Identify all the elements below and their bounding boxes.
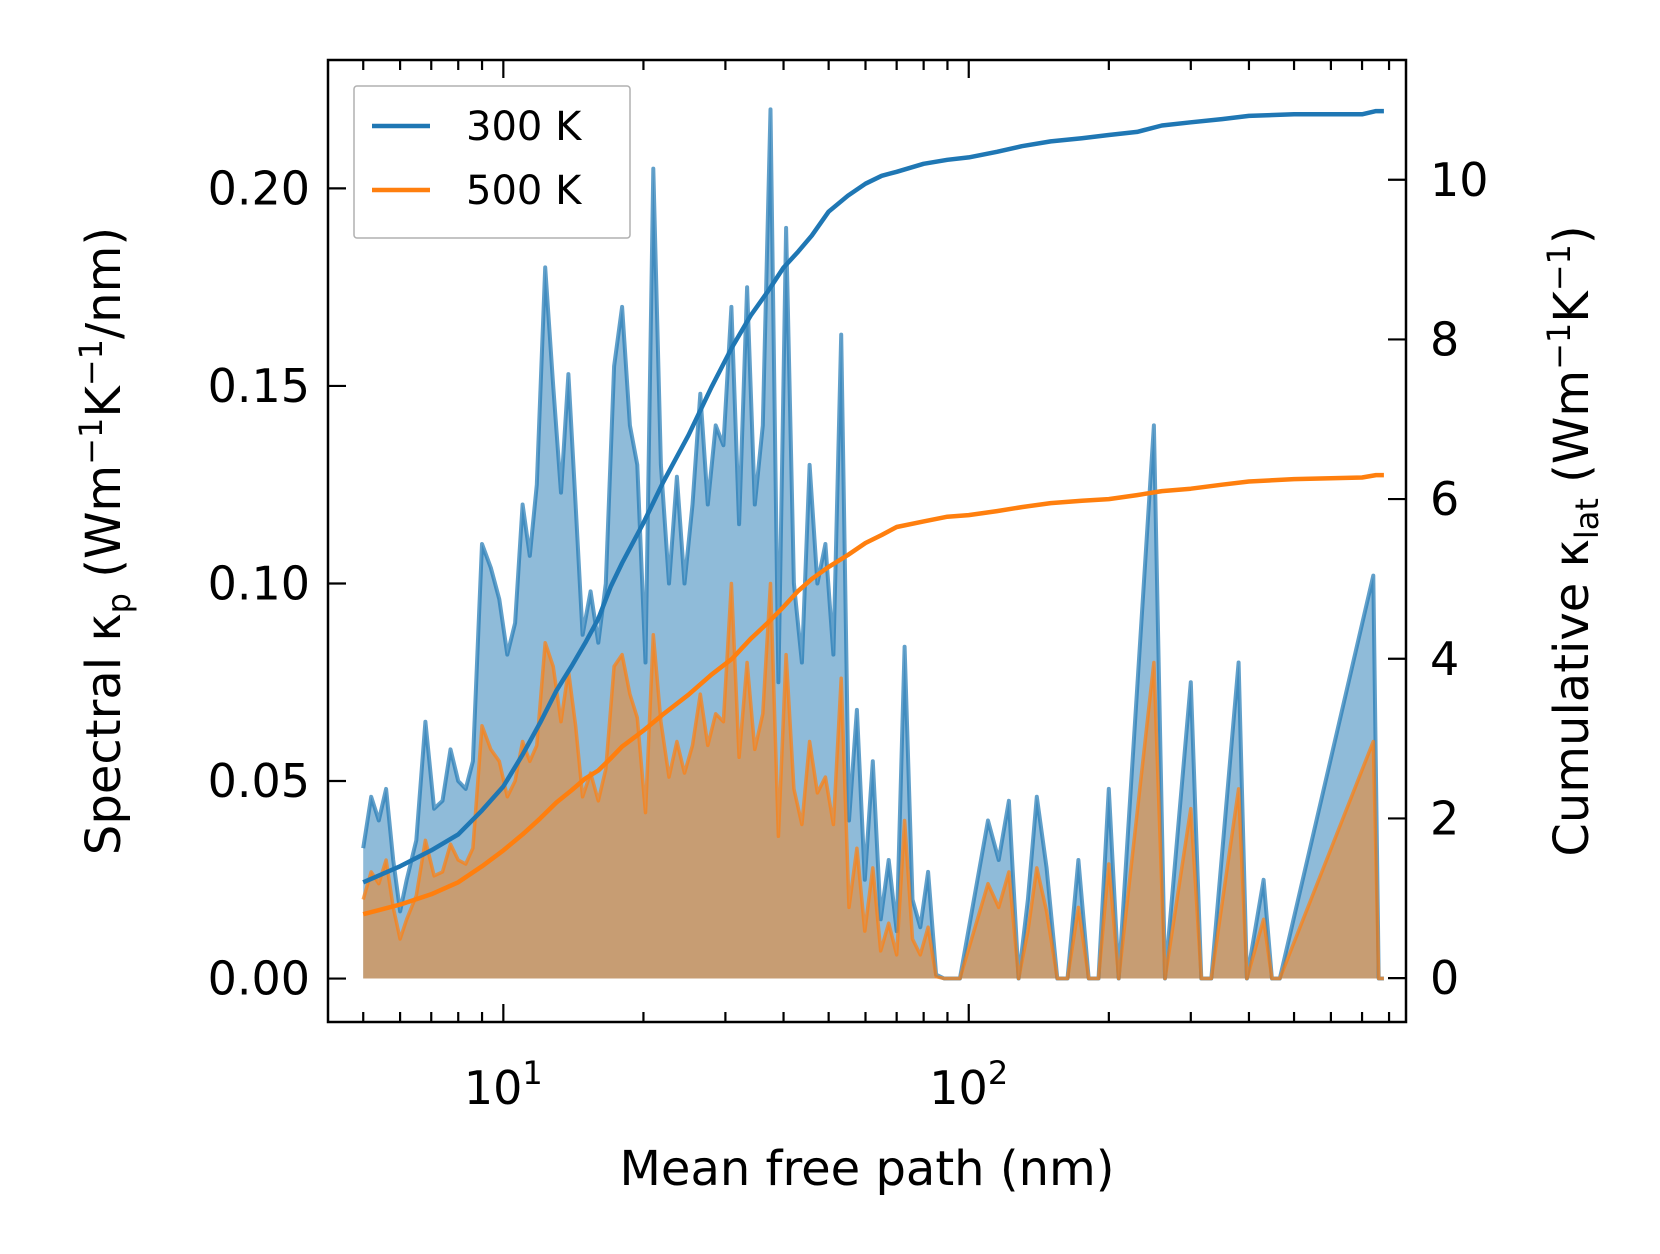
y-axis-left-label: Spectral κp (Wm−1K−1/nm) [72,227,138,855]
y-left-tick-label: 0.00 [208,952,310,1006]
y-left-label-k: K [76,385,132,418]
y-left-label-main: Spectral κ [76,613,132,855]
x-tick-label: 101 [464,1054,543,1115]
y-left-label-exp1: −1 [72,418,110,465]
y-right-label-k: K [1544,290,1600,323]
legend: 300 K 500 K [353,85,631,239]
axis-tick-labels: 0.00 0.05 0.10 0.15 0.20 0 2 4 6 8 10 101 102 [208,153,1489,1115]
y-left-tick-label: 0.15 [208,359,310,413]
spectral-line-500k [361,581,1384,981]
legend-label-500k: 500 K [466,168,583,214]
y-right-label-exp1: −1 [1540,323,1578,370]
legend-label-300k: 300 K [466,104,583,150]
y-left-label-exp2: −1 [72,339,110,386]
spectral-fills [363,109,1384,979]
cumulative-line-500k [362,472,1384,917]
y-left-tick-label: 0.10 [208,556,310,610]
y-left-label-units: (Wm [76,465,132,593]
y-right-label-main: Cumulative κ [1544,539,1600,857]
y-right-label-tail: ) [1544,225,1600,244]
spectral-lines [361,107,1384,981]
y-right-label-units: (Wm [1544,370,1600,498]
spectral-area-500k [363,583,1384,979]
x-tick-label: 102 [929,1054,1008,1115]
y-right-tick-label: 6 [1430,472,1459,526]
y-left-label-tail: /nm) [76,227,132,339]
y-left-label-sub: p [100,593,138,613]
y-right-tick-label: 0 [1430,951,1459,1005]
spectral-line-300k [361,107,1384,981]
y-right-label-exp2: −1 [1540,244,1578,291]
y-axis-right-label: Cumulative κlat (Wm−1K−1) [1540,225,1606,856]
y-right-tick-label: 10 [1430,153,1489,207]
y-right-tick-label: 4 [1430,632,1459,686]
cumulative-lines [362,108,1384,917]
y-left-tick-label: 0.20 [208,161,310,215]
y-right-tick-label: 2 [1430,791,1459,845]
x-axis-label: Mean free path (nm) [620,1141,1115,1197]
y-right-tick-label: 8 [1430,312,1459,366]
y-right-label-sub: lat [1568,498,1606,539]
plot-area [361,107,1384,981]
y-left-tick-label: 0.05 [208,754,310,808]
axis-ticks [328,60,1406,1022]
cumulative-line-300k [362,108,1384,885]
plot-frame [326,58,1408,1024]
